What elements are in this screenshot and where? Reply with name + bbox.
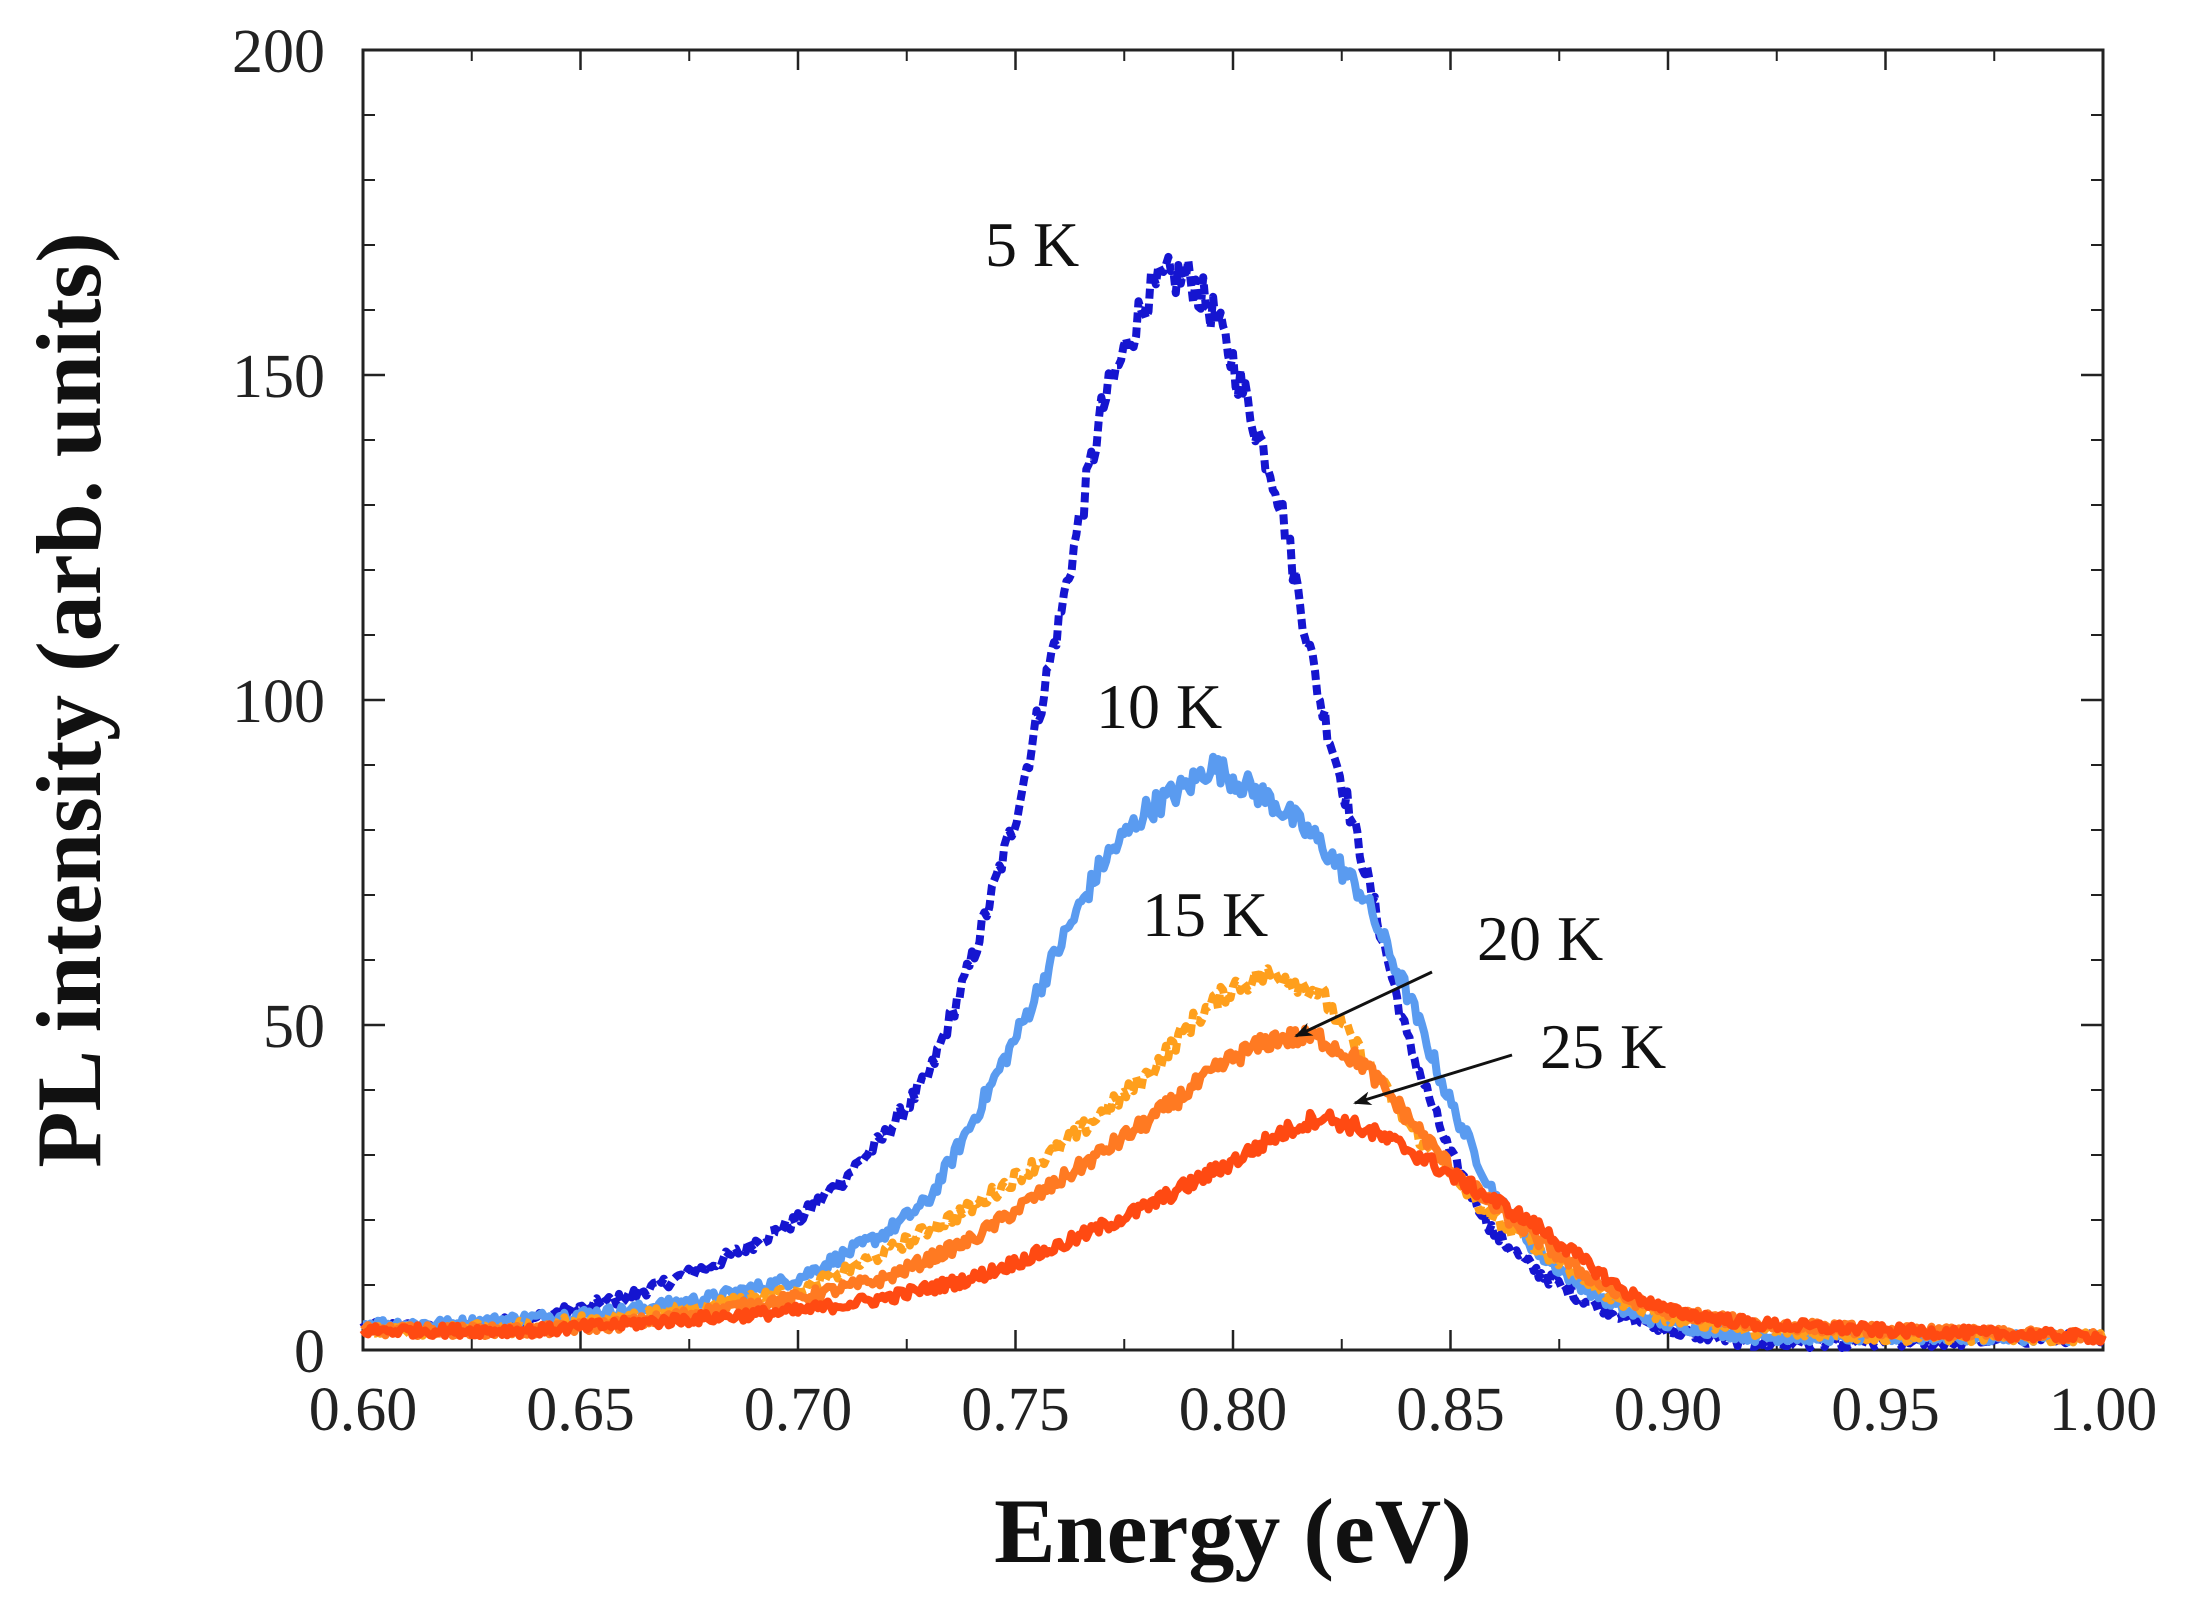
x-tick-label: 0.70 (744, 1376, 853, 1444)
y-axis-title: PL intensity (arb. units) (18, 232, 120, 1167)
x-tick-label: 0.90 (1614, 1376, 1723, 1444)
x-tick-label: 0.65 (526, 1376, 635, 1444)
label-20k: 20 K (1477, 903, 1603, 974)
y-tick-label: 0 (294, 1318, 325, 1386)
x-tick-label: 0.60 (309, 1376, 418, 1444)
axis-ticks (361, 48, 2105, 1352)
arrow-25k (1353, 1053, 1513, 1106)
series-line-25k (359, 1108, 2107, 1346)
x-tick-label: 0.85 (1396, 1376, 1505, 1444)
y-tick-labels: 0 50 100 150 200 (232, 18, 325, 1386)
x-tick-label: 1.00 (2049, 1376, 2158, 1444)
y-tick-label: 150 (232, 343, 325, 411)
x-axis-title: Energy (eV) (994, 1480, 1472, 1582)
label-25k: 25 K (1540, 1011, 1666, 1082)
x-tick-label: 0.75 (961, 1376, 1070, 1444)
x-tick-labels: 0.60 0.65 0.70 0.75 0.80 0.85 0.90 0.95 1.00 (309, 1376, 2158, 1444)
y-tick-label: 100 (232, 668, 325, 736)
x-tick-label: 0.80 (1179, 1376, 1288, 1444)
label-5k: 5 K (985, 209, 1079, 280)
y-tick-label: 200 (232, 18, 325, 86)
y-tick-label: 50 (263, 993, 325, 1061)
label-10k: 10 K (1096, 671, 1222, 742)
label-15k: 15 K (1142, 879, 1268, 950)
arrow-20k (1294, 970, 1433, 1038)
series-line-5k (359, 252, 2105, 1352)
series-lines (359, 252, 2107, 1352)
x-tick-label: 0.95 (1831, 1376, 1940, 1444)
